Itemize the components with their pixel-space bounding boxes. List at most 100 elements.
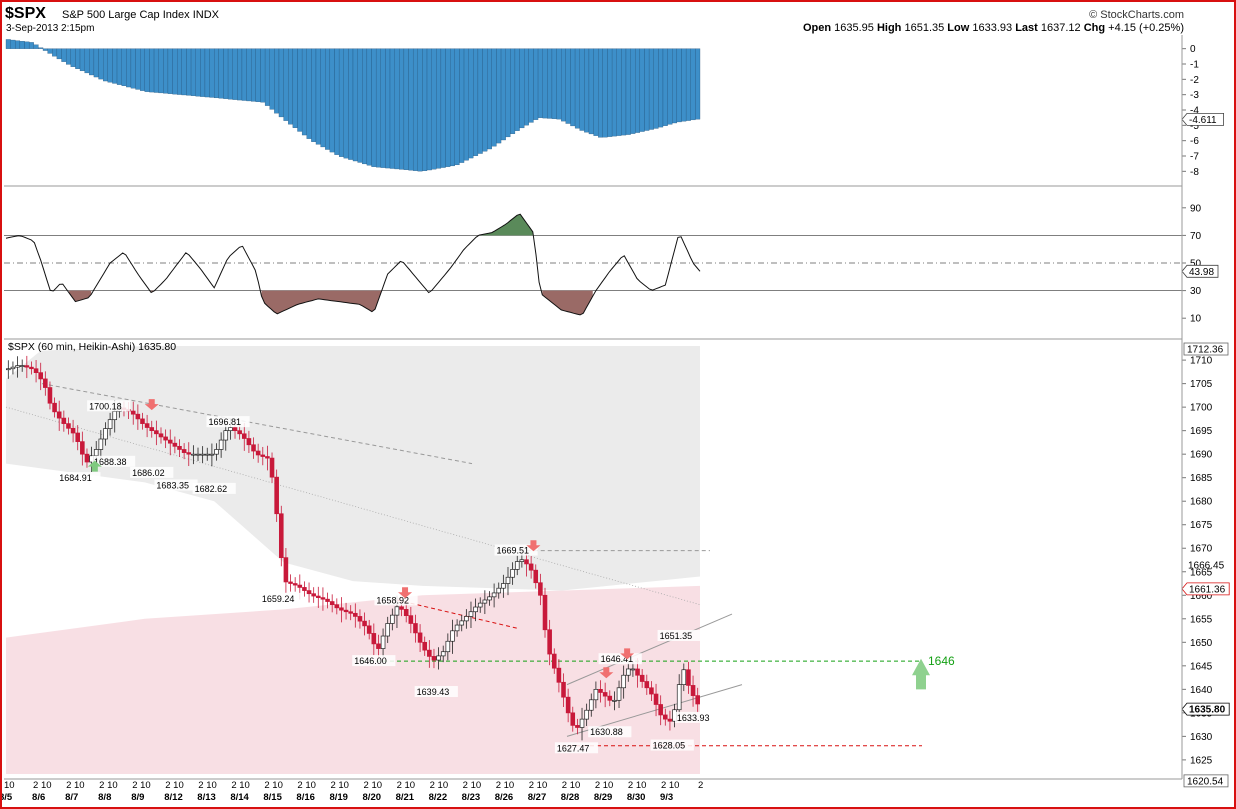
histogram-bar xyxy=(278,48,284,118)
x-date-label: 8/27 xyxy=(528,792,547,803)
extreme-value-label: 1620.54 xyxy=(1183,774,1229,787)
high-value: 1651.35 xyxy=(904,22,945,34)
candle-body xyxy=(93,449,99,457)
histogram-bar xyxy=(283,48,289,121)
histogram-tick-label: -4 xyxy=(1190,106,1199,117)
candle-body xyxy=(394,606,400,616)
rsi-last-value: 43.98 xyxy=(1181,264,1219,278)
histogram-bar xyxy=(403,48,409,170)
histogram-bar xyxy=(306,48,312,139)
histogram-bar xyxy=(380,48,386,168)
candle xyxy=(616,680,622,708)
histogram-bar xyxy=(459,48,465,163)
histogram-bar xyxy=(232,48,238,100)
histogram-bar xyxy=(616,48,622,136)
price-annotation-bg xyxy=(57,472,101,484)
candle xyxy=(413,614,418,643)
histogram-bar xyxy=(514,48,520,131)
histogram-bar xyxy=(366,48,372,166)
candle-body xyxy=(214,449,219,455)
candle-body xyxy=(561,681,566,698)
histogram-bar xyxy=(362,48,368,165)
x-hour-label: 2 10 xyxy=(264,780,283,791)
sell-arrow-icon xyxy=(144,399,159,411)
histogram-bar xyxy=(598,48,603,138)
candle-body xyxy=(107,419,113,429)
candle-body xyxy=(149,427,155,432)
histogram-bar xyxy=(445,48,451,167)
candle-body xyxy=(186,452,192,455)
candle-body xyxy=(292,583,298,586)
histogram-bar xyxy=(144,48,150,92)
candle xyxy=(195,447,201,462)
price-annotation: 1633.93 xyxy=(674,711,719,723)
candle xyxy=(588,693,594,717)
candle-body xyxy=(427,649,432,657)
histogram-bar xyxy=(84,48,90,74)
histogram-bar xyxy=(454,48,460,166)
candle-body xyxy=(52,402,57,413)
candle xyxy=(260,446,266,466)
histogram-bar xyxy=(260,48,266,103)
candle-body xyxy=(616,687,622,701)
histogram-bar xyxy=(551,48,557,119)
price-annotation-text: 1700.18 xyxy=(89,401,122,411)
candle xyxy=(302,581,307,597)
histogram-tick-label: -1 xyxy=(1190,60,1199,71)
candle xyxy=(103,422,108,446)
histogram-bar xyxy=(98,48,104,80)
candle-body xyxy=(209,453,215,456)
candle xyxy=(218,432,224,458)
histogram-bar xyxy=(200,48,206,97)
histogram-bar xyxy=(329,48,335,153)
candle-body xyxy=(144,423,150,428)
histogram-bar xyxy=(528,48,534,123)
candle-body xyxy=(19,365,25,367)
histogram-bar xyxy=(38,47,44,49)
x-date-label: 8/13 xyxy=(197,792,216,803)
candle xyxy=(436,647,441,670)
price-annotation-text: 1688.38 xyxy=(94,457,127,467)
candle-body xyxy=(371,633,377,645)
candle xyxy=(191,445,196,465)
candle-body xyxy=(380,635,386,649)
x-date-label: 8/15 xyxy=(263,792,282,803)
candle-body xyxy=(33,368,39,374)
candle-body xyxy=(653,693,659,705)
candle-body xyxy=(385,623,390,637)
candle xyxy=(487,591,492,606)
rsi-panel: 90 70 50 30 10 43.98 xyxy=(4,203,1219,340)
candle-body xyxy=(686,669,691,686)
candle-body xyxy=(316,595,321,598)
histogram-bar xyxy=(519,48,525,129)
histogram-bar xyxy=(412,48,418,171)
price-annotation-bg xyxy=(91,455,136,467)
candle xyxy=(570,706,576,732)
histogram-bar xyxy=(15,40,21,49)
histogram-bar xyxy=(42,48,48,51)
x-hour-label: 2 10 xyxy=(529,780,548,791)
price-annotation: 1683.35 xyxy=(154,479,198,491)
price-annotation: 1688.38 xyxy=(91,455,136,467)
price-annotation: 1651.35 xyxy=(657,629,701,641)
candle-body xyxy=(283,557,289,583)
x-date-label: 8/5 xyxy=(2,792,13,803)
candle xyxy=(154,420,159,446)
candle xyxy=(639,669,645,688)
price-annotation: 1639.43 xyxy=(414,686,458,698)
histogram-bar xyxy=(315,48,321,145)
histogram-bar xyxy=(463,48,469,161)
moving-average-line xyxy=(5,406,701,606)
histogram-bar xyxy=(357,48,363,163)
histogram-bar xyxy=(79,48,85,72)
histogram-bar xyxy=(565,48,571,124)
x-date-label: 8/16 xyxy=(296,792,315,803)
histogram-bar xyxy=(65,48,71,65)
histogram-bar xyxy=(417,48,423,172)
histogram-bar xyxy=(436,48,442,169)
candle xyxy=(454,619,460,637)
histogram-bar xyxy=(204,48,210,98)
histogram-bar xyxy=(116,48,122,85)
candle xyxy=(427,640,432,668)
last-price-label: 1635.80 xyxy=(1181,702,1230,716)
